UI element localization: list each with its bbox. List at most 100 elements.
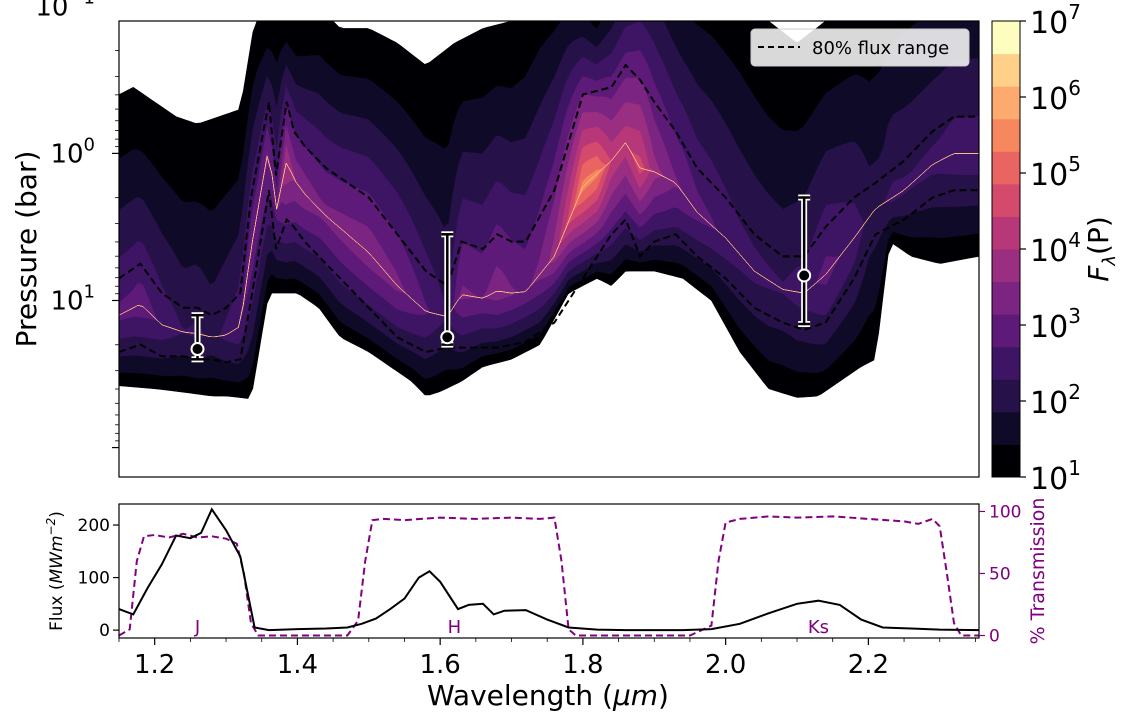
- error-bar-0: [190, 312, 205, 363]
- colorbar-levels: [992, 21, 1020, 478]
- colorbar-tick-base: 10: [1030, 234, 1068, 269]
- colorbar-tick-exponent: 6: [1068, 76, 1081, 100]
- contribution-panel: 10−1100101 Pressure (bar) 80% flux range: [10, 0, 980, 478]
- flux-axis-label: Flux (MWm−2): [44, 511, 67, 631]
- transmission-line: [119, 515, 979, 637]
- pressure-tick-exponent: 1: [84, 281, 95, 302]
- colorbar-tick-label: 105: [1030, 152, 1081, 193]
- colorbar-label: Fλ(P): [1082, 216, 1120, 282]
- flux-axis-label-start: Flux (: [47, 584, 67, 631]
- colorbar-tick-base: 10: [1030, 386, 1068, 421]
- contour-level-12: [119, 142, 979, 338]
- colorbar-label-symbol: F: [1082, 265, 1115, 282]
- pressure-axis-ticks: 10−1100101: [35, 0, 119, 449]
- colorbar-tick-label: 106: [1030, 76, 1081, 117]
- wavelength-axis-label-end: ): [658, 679, 669, 712]
- colorbar-tick-label: 107: [1030, 0, 1081, 41]
- error-bar-1: [440, 231, 455, 348]
- colorbar-tick-base: 10: [1030, 158, 1068, 193]
- colorbar-tick-label: 104: [1030, 228, 1081, 269]
- error-bar-point: [440, 330, 455, 345]
- band-label: H: [448, 617, 462, 638]
- wavelength-tick-label: 2.0: [705, 650, 746, 680]
- legend-box: [750, 28, 970, 67]
- transmission-tick-label: 0: [989, 627, 1000, 647]
- flux-plot-area: [119, 504, 979, 638]
- colorbar-level-8: [992, 183, 1020, 217]
- colorbar-level-1: [992, 411, 1020, 445]
- colorbar-level-6: [992, 249, 1020, 283]
- wavelength-tick-label: 1.8: [562, 650, 603, 680]
- pressure-tick-base: 10: [50, 286, 83, 316]
- flux-tick-label: 0: [99, 621, 110, 641]
- pressure-tick-label: 10−1: [35, 0, 95, 22]
- colorbar-tick-base: 10: [1030, 462, 1068, 497]
- colorbar-level-5: [992, 281, 1020, 315]
- colorbar-level-10: [992, 118, 1020, 152]
- colorbar-level-12: [992, 53, 1020, 87]
- colorbar-tick-label: 103: [1030, 304, 1081, 345]
- colorbar-level-11: [992, 86, 1020, 120]
- transmission-tick-label: 50: [989, 564, 1011, 584]
- wavelength-tick-label: 1.6: [419, 650, 460, 680]
- flux-range-upper-line: [119, 63, 979, 317]
- flux-lines: [119, 507, 979, 637]
- colorbar-tick-exponent: 7: [1068, 0, 1081, 24]
- colorbar-tick-base: 10: [1030, 310, 1068, 345]
- colorbar-tick-base: 10: [1030, 6, 1068, 41]
- colorbar-tick-exponent: 1: [1068, 456, 1081, 480]
- band-label: Ks: [808, 617, 829, 638]
- colorbar-level-13: [992, 21, 1020, 55]
- band-label: J: [194, 617, 200, 638]
- colorbar-level-3: [992, 346, 1020, 380]
- error-bar-2: [797, 194, 812, 328]
- pressure-tick-exponent: 0: [84, 134, 95, 155]
- flux-line: [119, 507, 979, 632]
- colorbar-level-4: [992, 314, 1020, 348]
- pressure-tick-exponent: −1: [68, 0, 95, 8]
- flux-tick-label: 100: [78, 569, 110, 589]
- wavelength-axis-ticks: 1.2 1.4 1.6 1.8 2.0 2.2: [118, 638, 976, 680]
- wavelength-axis-label-start: Wavelength (: [427, 679, 613, 712]
- colorbar-tick-base: 10: [1030, 82, 1068, 117]
- colorbar-tick-label: 101: [1030, 456, 1081, 497]
- pressure-tick-base: 10: [50, 139, 83, 169]
- wavelength-tick-label: 2.2: [848, 650, 889, 680]
- wavelength-axis-label-unit: μm: [612, 679, 658, 712]
- flux-axis-label-unit: MWm: [47, 535, 67, 583]
- legend-label: 80% flux range: [812, 38, 949, 59]
- wavelength-axis-label: Wavelength (μm): [427, 679, 669, 712]
- colorbar-tick-label: 102: [1030, 380, 1081, 421]
- colorbar-tick-exponent: 4: [1068, 228, 1081, 252]
- pressure-axis-label: Pressure (bar): [10, 151, 43, 348]
- wavelength-tick-label: 1.4: [277, 650, 318, 680]
- colorbar-label-suffix: (P): [1082, 216, 1115, 255]
- flux-panel: J H Ks 1.2 1.4 1.6 1.8 2.0 2.2 0 100 200 0 50 100 F…: [44, 498, 1049, 712]
- pressure-tick-label: 100: [50, 134, 95, 169]
- flux-range-lower-line: [119, 189, 979, 364]
- colorbar-level-7: [992, 216, 1020, 250]
- colorbar-label-subscript: λ: [1099, 255, 1120, 267]
- colorbar-tick-exponent: 2: [1068, 380, 1081, 404]
- flux-tick-label: 200: [78, 516, 110, 536]
- transmission-tick-label: 100: [989, 502, 1021, 522]
- flux-range-lines: [119, 63, 979, 364]
- legend: 80% flux range: [750, 28, 970, 67]
- colorbar-tick-exponent: 3: [1068, 304, 1081, 328]
- flux-axis-ticks: 0 100 200: [78, 516, 119, 641]
- colorbar-tick-exponent: 5: [1068, 152, 1081, 176]
- transmission-axis-ticks: 0 50 100: [979, 502, 1021, 647]
- error-bar-point: [797, 268, 812, 283]
- error-bar-point: [190, 342, 205, 357]
- pressure-tick-base: 10: [35, 0, 68, 22]
- wavelength-tick-label: 1.2: [134, 650, 175, 680]
- error-bars: [190, 194, 812, 363]
- pressure-tick-label: 101: [50, 281, 95, 316]
- colorbar-level-0: [992, 444, 1020, 478]
- flux-axis-label-end: ): [47, 511, 67, 518]
- flux-axes-frame: [118, 503, 980, 639]
- band-labels: J H Ks: [194, 617, 829, 638]
